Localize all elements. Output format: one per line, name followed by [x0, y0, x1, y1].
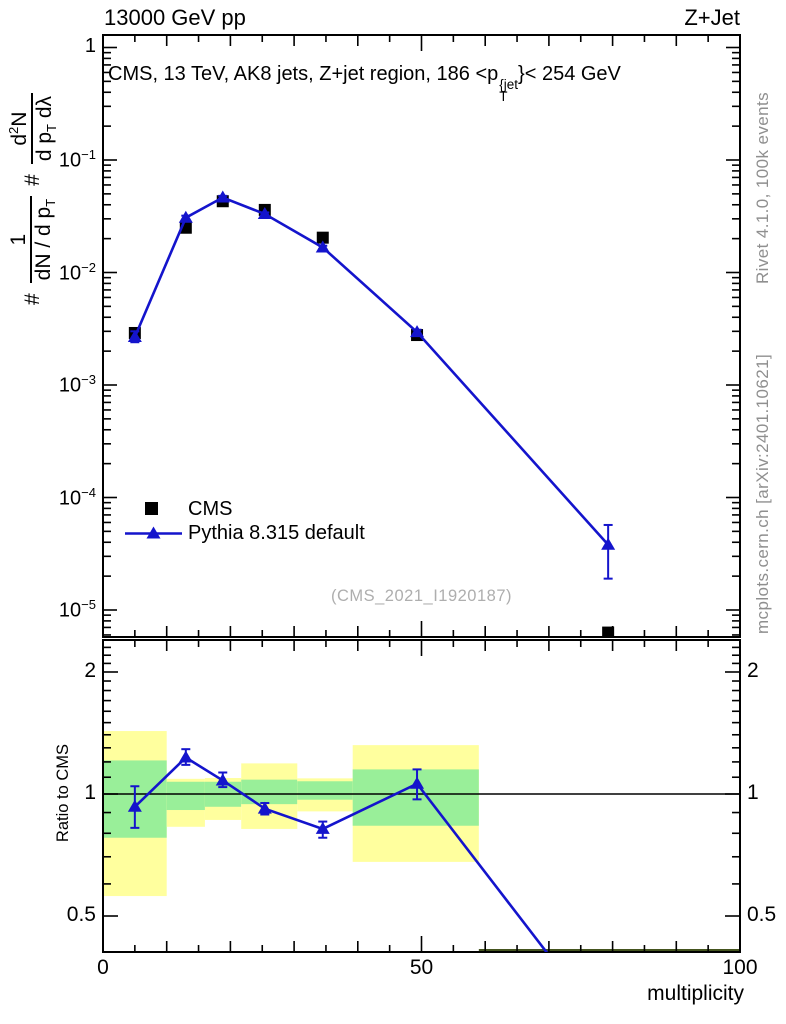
ratio-y-tick-label-right: 1: [747, 781, 759, 804]
pythia-triangle-marker: [601, 537, 616, 550]
legend-label-pythia: Pythia 8.315 default: [188, 522, 365, 544]
main-y-tick-label: 1: [84, 34, 96, 57]
ratio-triangle-marker: [215, 773, 230, 786]
analysis-id-watermark: (CMS_2021_I1920187): [330, 587, 513, 605]
ratio-triangle-marker: [178, 750, 193, 763]
band-green: [297, 781, 353, 800]
legend-pythia-triangle: [146, 526, 161, 539]
legend-label-cms: CMS: [188, 498, 233, 520]
pythia-triangle-marker: [315, 240, 330, 253]
pythia-triangle-marker: [257, 207, 272, 220]
x-tick-label: 0: [97, 956, 109, 979]
ratio-triangle-marker: [315, 821, 330, 834]
cms-square-marker: [316, 231, 329, 244]
main-y-tick-label: 10−5: [58, 597, 96, 622]
main-y-tick-label: 10−1: [58, 147, 96, 172]
band-green-clipped: [478, 949, 740, 952]
band-green: [166, 781, 205, 811]
x-tick-label: 100: [722, 956, 758, 979]
main-y-tick-label: 10−4: [58, 484, 96, 510]
beam-energy-title: 13000 GeV pp: [104, 5, 246, 30]
axis-ticks: [102, 35, 741, 952]
ratio-y-tick-label-left: 2: [84, 658, 96, 682]
pythia-curve: [127, 190, 616, 580]
pythia-triangle-marker: [127, 330, 142, 343]
x-axis-label: multiplicity: [647, 982, 744, 1005]
plot-title: CMS, 13 TeV, AK8 jets, Z+jet region, 186…: [108, 63, 621, 104]
band-green: [352, 769, 479, 826]
pythia-triangle-marker: [410, 325, 425, 338]
ratio-y-tick-label-right: 2: [747, 658, 759, 682]
legend-cms-square: [145, 502, 158, 515]
ratio-triangle-marker: [127, 799, 142, 812]
ratio-y-tick-label-right: 0.5: [747, 903, 777, 926]
main-y-tick-label: 10−3: [58, 372, 96, 397]
cms-square-marker: [602, 626, 615, 637]
ratio-triangle-marker: [410, 776, 425, 789]
ratio-triangle-marker: [257, 801, 272, 814]
analysis-group-title: Z+Jet: [684, 5, 740, 30]
x-tick-label: 50: [409, 956, 434, 979]
main-y-tick-label: 10−2: [58, 259, 96, 285]
pythia-triangle-marker: [215, 190, 230, 203]
ratio-y-tick-label-left: 1: [84, 781, 96, 804]
pythia-triangle-marker: [178, 210, 193, 223]
legend-markers: [125, 502, 182, 539]
ratio-y-tick-label-left: 0.5: [66, 903, 96, 926]
ratio-curve: [127, 748, 549, 952]
pt-jet-sup-sub: {jet T: [499, 77, 519, 104]
